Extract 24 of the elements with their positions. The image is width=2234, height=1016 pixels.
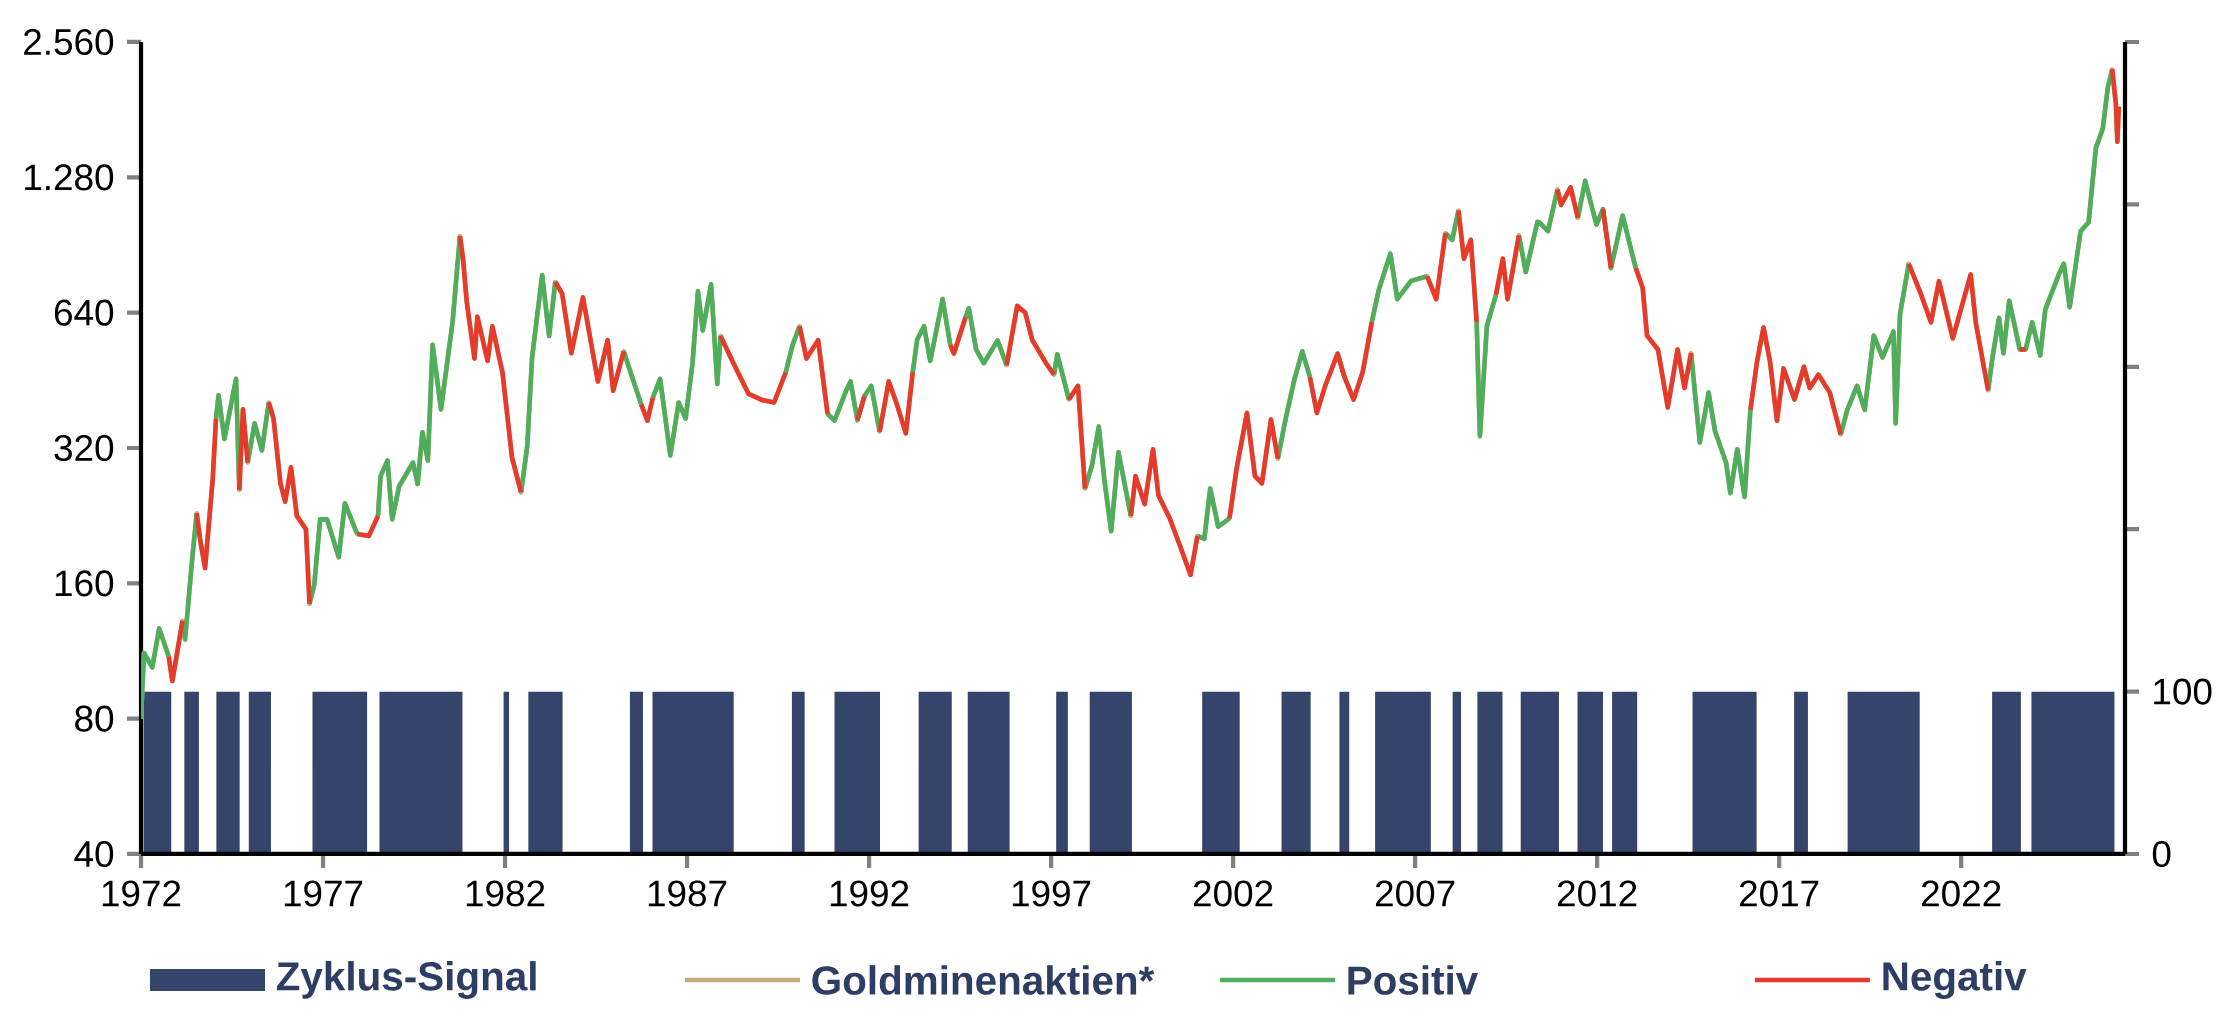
y-tick-label: 1.280: [25, 164, 114, 191]
legend-label: Positiv: [1348, 965, 1479, 995]
x-tick-label: 1992: [830, 880, 909, 907]
y-tick-label: 640: [54, 299, 114, 326]
y-tick-label: 40: [74, 840, 114, 868]
x-tick-label: 1972: [102, 880, 181, 907]
y-tick-label: 160: [55, 570, 114, 597]
y2-tick-label: 100: [2154, 678, 2212, 705]
y-tick-label: 80: [75, 705, 114, 732]
legend-label: Negativ: [1883, 961, 2027, 999]
y-tick-label: 2.560: [24, 28, 114, 56]
x-tick-label: 1977: [284, 880, 363, 907]
x-tick-label: 2012: [1557, 880, 1637, 907]
x-tick-label: 2022: [1922, 880, 2001, 907]
x-tick-label: 1982: [466, 880, 545, 907]
x-tick-label: 2007: [1375, 880, 1455, 907]
legend-label: Zyklus-Signal: [276, 961, 536, 999]
y-tick-label: 320: [54, 434, 114, 462]
legend-label: Goldminenaktien*: [812, 965, 1155, 995]
x-tick-label: 2017: [1740, 880, 1819, 907]
x-tick-label: 1997: [1012, 880, 1091, 907]
x-tick-label: 2002: [1193, 880, 1273, 907]
y2-tick-label: 0: [2152, 840, 2171, 868]
x-tick-label: 1987: [648, 880, 727, 907]
